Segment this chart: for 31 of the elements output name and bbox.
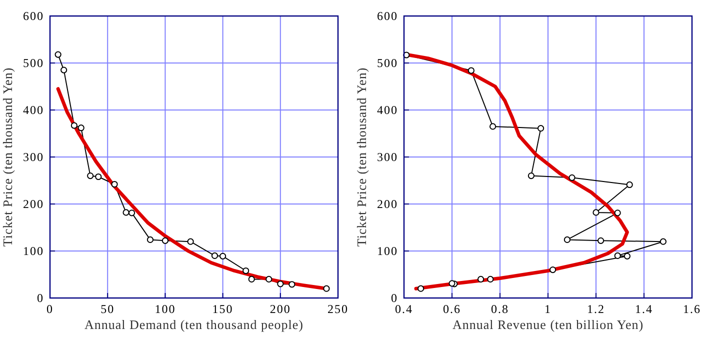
x-tick-label: 250 [328,302,348,316]
x-tick-label: 1 [544,302,552,316]
x-tick-label: 0 [46,302,54,316]
x-axis-title: Annual Revenue (ten billion Yen) [452,317,644,332]
x-tick-label: 200 [270,302,291,316]
x-tick-label: 50 [100,302,115,316]
x-tick-label: 150 [212,302,234,316]
y-axis-title: Ticket Price (ten thousand Yen) [354,67,369,247]
x-tick-label: 1.2 [587,302,605,316]
y-tick-label: 600 [23,9,44,23]
y-tick-label: 200 [377,197,398,211]
y-tick-label: 100 [23,244,44,258]
y-tick-label: 300 [23,150,44,164]
y-tick-label: 0 [391,291,398,305]
x-tick-label: 0.4 [395,302,413,316]
y-tick-label: 600 [377,9,398,23]
y-tick-label: 400 [23,103,44,117]
y-tick-label: 200 [23,197,44,211]
y-tick-label: 100 [377,244,398,258]
y-axis-title: Ticket Price (ten thousand Yen) [0,67,15,247]
y-tick-label: 0 [37,291,44,305]
x-axis-title: Annual Demand (ten thousand people) [84,317,304,332]
y-tick-label: 500 [23,56,44,70]
x-tick-label: 100 [154,302,176,316]
x-tick-label: 1.4 [635,302,653,316]
x-tick-label: 0.8 [491,302,509,316]
x-tick-label: 0.6 [443,302,461,316]
y-tick-label: 300 [377,150,398,164]
y-tick-label: 500 [377,56,398,70]
y-tick-label: 400 [377,103,398,117]
x-tick-label: 1.6 [683,302,701,316]
